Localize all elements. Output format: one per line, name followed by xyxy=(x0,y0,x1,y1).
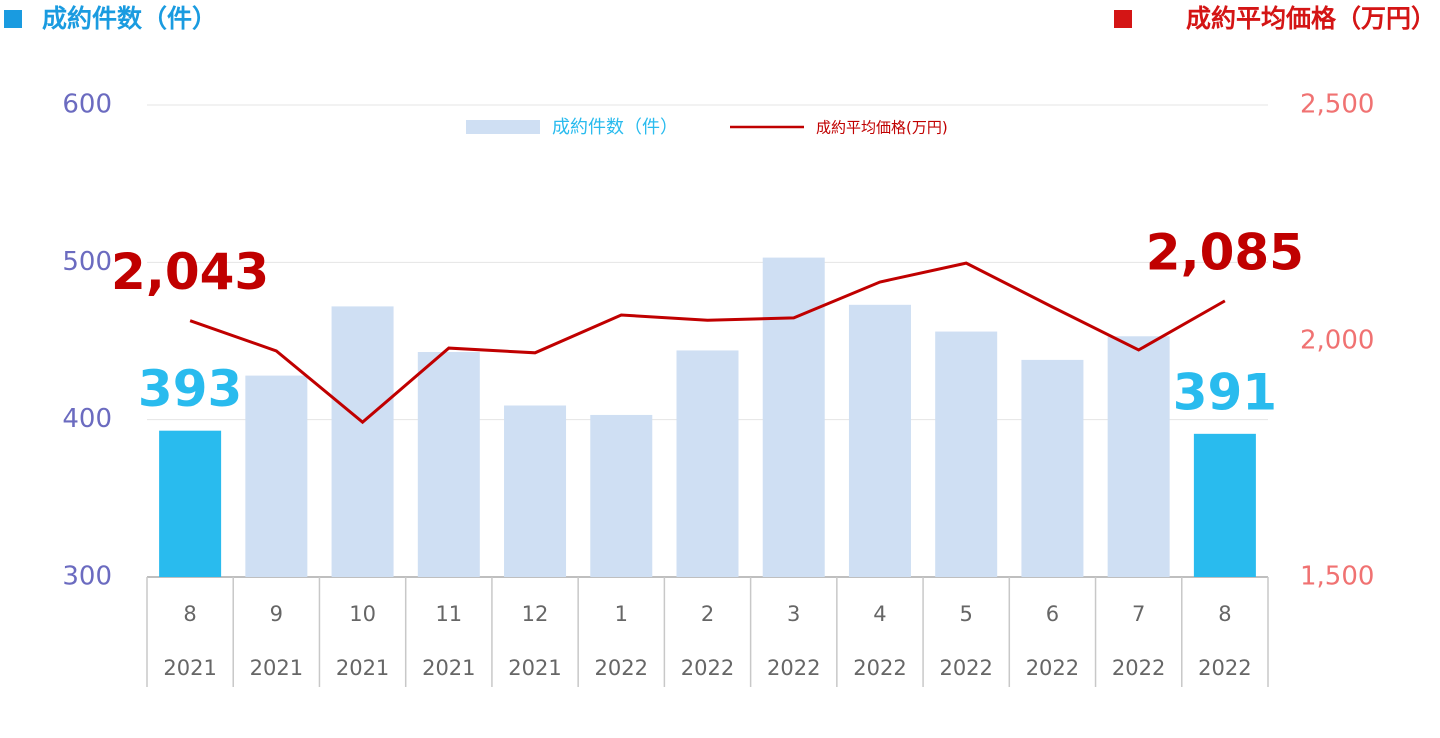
x-tick-label: 5 xyxy=(960,602,973,626)
x-tick-year: 2021 xyxy=(508,656,561,680)
x-tick-label: 7 xyxy=(1132,602,1145,626)
bar xyxy=(331,306,394,577)
legend-label: 成約件数（件） xyxy=(552,117,678,138)
x-tick-year: 2021 xyxy=(422,656,475,680)
y-tick-label: 600 xyxy=(62,90,112,120)
x-tick-year: 2022 xyxy=(595,656,648,680)
title-square xyxy=(4,10,22,28)
bar xyxy=(762,257,825,577)
y-tick-label: 300 xyxy=(62,562,112,592)
x-tick-year: 2021 xyxy=(163,656,216,680)
x-tick-year: 2022 xyxy=(939,656,992,680)
bar xyxy=(245,375,308,577)
y2-tick-label: 1,500 xyxy=(1300,562,1374,592)
x-tick-year: 2022 xyxy=(1026,656,1079,680)
x-tick-label: 1 xyxy=(615,602,628,626)
bar xyxy=(935,331,998,577)
x-tick-label: 9 xyxy=(270,602,283,626)
bar-value-label: 393 xyxy=(138,360,242,418)
bar xyxy=(1021,359,1084,577)
y-tick-label: 500 xyxy=(62,247,112,277)
x-tick-label: 4 xyxy=(873,602,886,626)
y2-tick-label: 2,000 xyxy=(1300,326,1374,356)
x-tick-label: 3 xyxy=(787,602,800,626)
x-tick-label: 8 xyxy=(183,602,196,626)
x-tick-year: 2022 xyxy=(1198,656,1251,680)
x-tick-year: 2021 xyxy=(336,656,389,680)
x-tick-label: 2 xyxy=(701,602,714,626)
y2-axis-title: 成約平均価格（万円） xyxy=(1186,4,1436,33)
bar xyxy=(848,304,911,577)
y-tick-label: 400 xyxy=(62,404,112,434)
x-tick-label: 12 xyxy=(522,602,549,626)
x-tick-year: 2021 xyxy=(250,656,303,680)
x-tick-label: 8 xyxy=(1218,602,1231,626)
bar xyxy=(1107,336,1170,577)
y2-tick-label: 2,500 xyxy=(1300,90,1374,120)
x-tick-year: 2022 xyxy=(1112,656,1165,680)
x-tick-year: 2022 xyxy=(767,656,820,680)
bar xyxy=(590,414,653,577)
y-axis-title: 成約件数（件） xyxy=(42,4,217,33)
x-tick-label: 11 xyxy=(435,602,462,626)
bar xyxy=(676,350,739,577)
line xyxy=(189,261,1226,425)
bar xyxy=(1193,433,1256,577)
line-value-label: 2,043 xyxy=(111,243,269,301)
legend-swatch xyxy=(466,120,540,134)
line-value-label: 2,085 xyxy=(1146,223,1304,281)
bar xyxy=(159,430,222,577)
bar-value-label: 391 xyxy=(1173,363,1277,421)
title-square xyxy=(1114,10,1132,28)
legend-label: 成約平均価格(万円) xyxy=(816,119,948,137)
bar xyxy=(417,352,480,577)
bar xyxy=(504,405,567,577)
x-tick-year: 2022 xyxy=(853,656,906,680)
x-tick-label: 6 xyxy=(1046,602,1059,626)
x-tick-year: 2022 xyxy=(681,656,734,680)
x-tick-label: 10 xyxy=(349,602,376,626)
